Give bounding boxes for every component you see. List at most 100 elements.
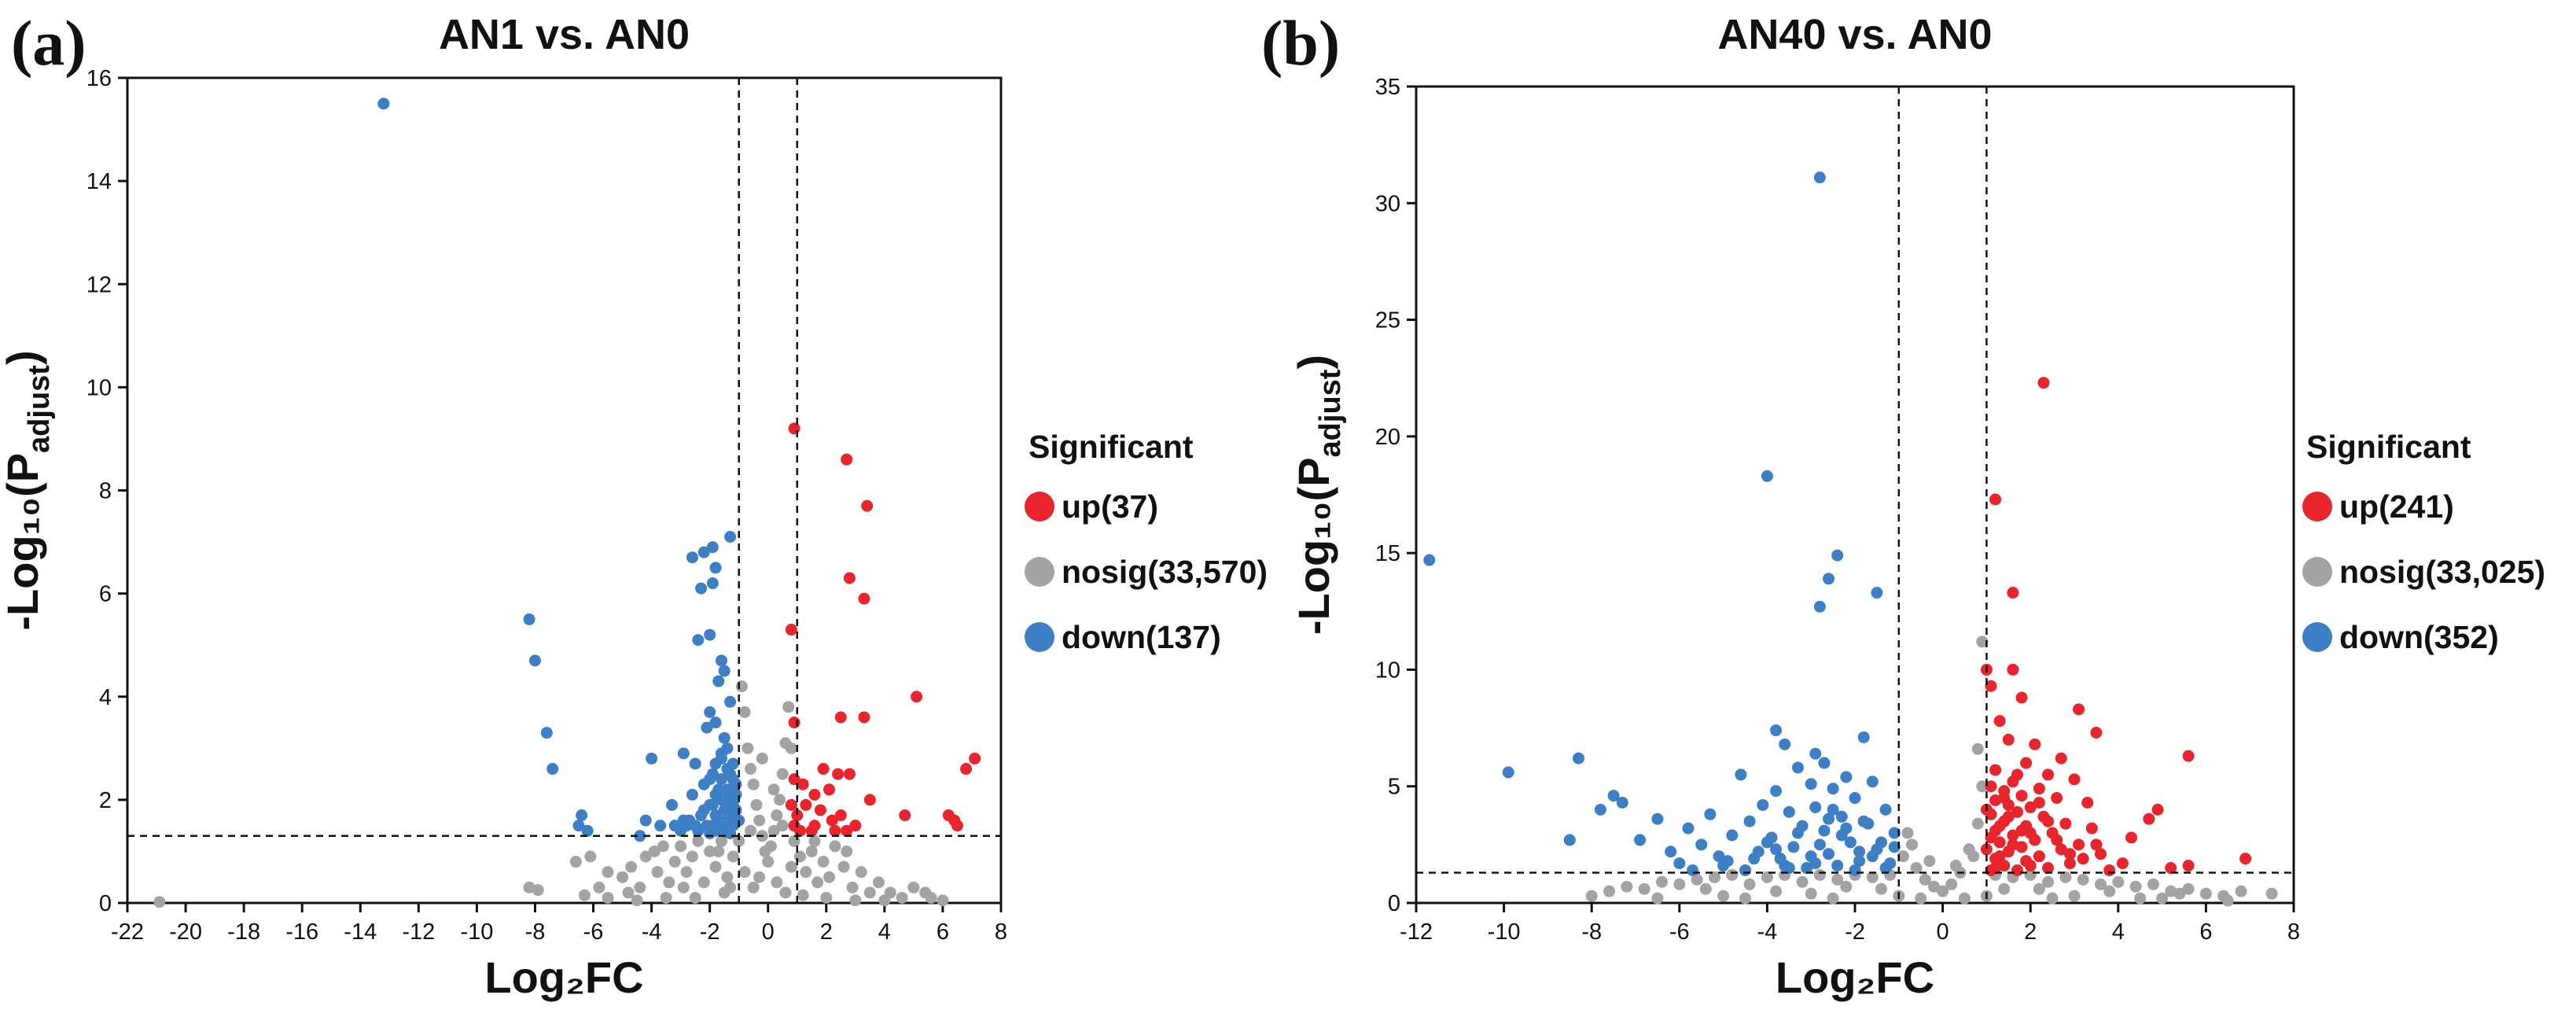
point-up xyxy=(843,572,856,584)
point-down xyxy=(546,763,559,776)
point-down xyxy=(576,809,588,822)
point-nosig xyxy=(675,840,687,853)
point-nosig xyxy=(1901,827,1914,839)
point-nosig xyxy=(724,881,737,894)
point-up xyxy=(849,820,862,832)
point-nosig xyxy=(1906,838,1919,851)
point-down xyxy=(1813,600,1826,613)
point-down xyxy=(1871,587,1883,599)
x-tick-label: -6 xyxy=(583,919,604,945)
x-tick-label: -20 xyxy=(169,919,202,945)
point-nosig xyxy=(697,876,710,889)
point-up xyxy=(832,768,845,780)
point-down xyxy=(692,634,705,647)
y-tick-label: 10 xyxy=(1375,658,1400,683)
x-tick-label: -2 xyxy=(1845,919,1865,945)
point-nosig xyxy=(2235,885,2247,897)
point-up xyxy=(2007,663,2019,676)
point-down xyxy=(1787,841,1800,853)
point-nosig xyxy=(767,783,780,796)
point-nosig xyxy=(1971,742,1984,755)
point-down xyxy=(1809,747,1822,760)
plot-frame xyxy=(1415,85,2295,905)
point-up xyxy=(2103,864,2116,876)
point-up xyxy=(2077,853,2089,865)
point-up xyxy=(1985,680,1997,692)
point-nosig xyxy=(872,876,885,889)
x-axis-title: Log₂FC xyxy=(484,953,643,1002)
y-tick-label: 20 xyxy=(1375,425,1400,450)
point-down xyxy=(706,798,719,811)
point-nosig xyxy=(745,824,757,837)
point-nosig xyxy=(771,809,783,822)
point-up xyxy=(911,691,923,703)
x-tick-label: 2 xyxy=(820,919,833,945)
point-nosig xyxy=(1827,892,1839,905)
point-down xyxy=(677,747,690,760)
point-down xyxy=(686,551,698,564)
point-nosig xyxy=(663,876,675,889)
point-down xyxy=(1791,761,1804,774)
point-down xyxy=(1831,549,1844,562)
legend-label: down(137) xyxy=(1062,619,1221,655)
point-nosig xyxy=(712,845,725,857)
point-nosig xyxy=(1915,892,1927,905)
point-down xyxy=(730,788,742,801)
point-nosig xyxy=(1699,883,1712,895)
point-nosig xyxy=(779,886,792,899)
point-up xyxy=(951,820,963,832)
legend-title: Significant xyxy=(1029,429,1194,465)
point-nosig xyxy=(622,886,635,899)
point-nosig xyxy=(1743,878,1756,890)
point-up xyxy=(2051,792,2063,805)
point-nosig xyxy=(1897,850,1909,863)
y-tick-label: 14 xyxy=(86,169,112,194)
point-down xyxy=(1695,838,1708,851)
point-nosig xyxy=(747,778,760,790)
point-nosig xyxy=(2147,878,2159,890)
point-up xyxy=(805,824,818,837)
point-up xyxy=(2051,834,2063,846)
chart-title: AN1 vs. AN0 xyxy=(439,11,690,58)
point-nosig xyxy=(1691,873,1703,886)
x-tick-label: -4 xyxy=(1757,919,1778,945)
point-up xyxy=(791,809,804,822)
point-up xyxy=(2024,801,2037,813)
point-nosig xyxy=(1761,871,1773,883)
point-nosig xyxy=(841,845,853,857)
point-up xyxy=(1989,764,2002,776)
point-up xyxy=(858,592,870,605)
point-nosig xyxy=(762,856,775,868)
point-down xyxy=(1761,470,1773,482)
point-up xyxy=(2015,790,2028,802)
point-down xyxy=(1726,829,1739,842)
point-nosig xyxy=(837,860,850,873)
point-down xyxy=(1616,796,1628,809)
point-down xyxy=(697,546,710,558)
point-up xyxy=(2182,860,2195,872)
panel-label: (b) xyxy=(1261,7,1340,79)
point-up xyxy=(834,711,847,724)
point-up xyxy=(2015,824,2028,837)
point-nosig xyxy=(680,866,693,879)
point-down xyxy=(1770,724,1783,737)
point-down xyxy=(706,541,719,554)
point-down xyxy=(523,613,535,625)
point-nosig xyxy=(1923,855,1936,868)
point-nosig xyxy=(2129,880,2142,893)
point-nosig xyxy=(704,845,716,857)
point-up xyxy=(843,768,856,780)
y-tick-label: 12 xyxy=(86,272,112,297)
point-nosig xyxy=(776,768,789,780)
point-nosig xyxy=(634,881,646,894)
x-tick-label: 4 xyxy=(2112,919,2125,945)
point-down xyxy=(1805,778,1817,790)
point-down xyxy=(718,665,730,677)
point-down xyxy=(1634,834,1647,846)
point-down xyxy=(712,675,725,687)
x-tick-label: 6 xyxy=(2199,919,2212,945)
x-tick-label: 4 xyxy=(878,919,891,945)
point-up xyxy=(2059,817,2072,830)
point-nosig xyxy=(1840,880,1853,893)
point-nosig xyxy=(2103,885,2116,897)
